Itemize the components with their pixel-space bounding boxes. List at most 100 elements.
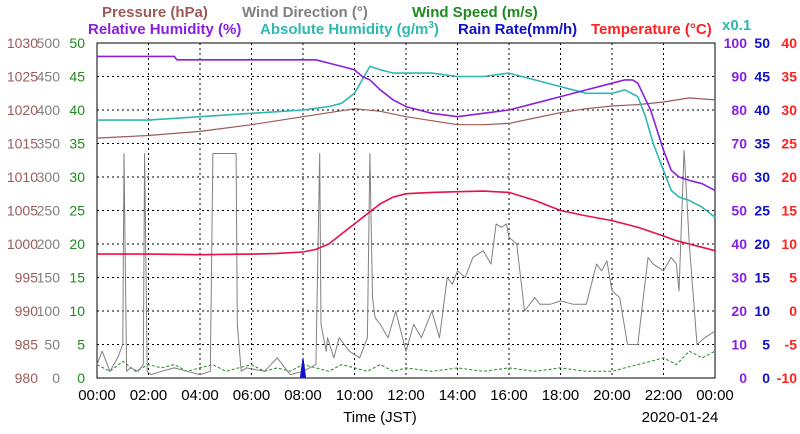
- x-tick-label: 10:00: [336, 387, 374, 404]
- temperature-tick-label: 35: [781, 69, 797, 85]
- humidity-tick-label: 60: [731, 169, 747, 185]
- wind-speed-tick-label: 30: [69, 169, 85, 185]
- temperature-tick-label: -10: [777, 370, 797, 386]
- temperature-tick-label: 5: [789, 270, 797, 286]
- humidity-tick-label: 90: [731, 69, 747, 85]
- legend-wind-speed: Wind Speed (m/s): [412, 4, 538, 21]
- wind-dir-tick-label: 300: [37, 169, 61, 185]
- humidity-tick-label: 30: [731, 270, 747, 286]
- temperature-tick-label: 40: [781, 35, 797, 51]
- wind-dir-tick-label: 100: [37, 303, 61, 319]
- legend-absolute-humidity-prefix: Absolute Humidity (g/m: [260, 21, 428, 38]
- temperature-tick-label: 30: [781, 102, 797, 118]
- rain-tick-label: 5: [762, 337, 770, 353]
- wind-dir-tick-label: 450: [37, 69, 61, 85]
- rain-tick-label: 35: [754, 136, 770, 152]
- rain-tick-label: 40: [754, 102, 770, 118]
- temperature-tick-label: 0: [789, 303, 797, 319]
- series-abs-humidity: [97, 65, 716, 218]
- legend-rain-rate: Rain Rate(mm/h): [458, 21, 577, 38]
- rain-tick-label: 10: [754, 303, 770, 319]
- wind-speed-tick-label: 20: [69, 236, 85, 252]
- temperature-tick-label: 15: [781, 203, 797, 219]
- legend-absolute-humidity-suffix: ): [434, 21, 439, 38]
- x-tick-label: 22:00: [645, 387, 683, 404]
- wind-dir-tick-label: 150: [37, 270, 61, 286]
- legend-temperature: Temperature (°C): [591, 21, 712, 38]
- humidity-tick-label: 40: [731, 236, 747, 252]
- x-tick-label: 04:00: [181, 387, 219, 404]
- wind-dir-tick-label: 0: [52, 370, 60, 386]
- wind-speed-tick-label: 5: [77, 337, 85, 353]
- plot-area: 1030102510201015101010051000995990985980…: [7, 35, 797, 404]
- temperature-tick-label: 25: [781, 136, 797, 152]
- rain-tick-label: 45: [754, 69, 770, 85]
- humidity-tick-label: 100: [724, 35, 748, 51]
- pressure-tick-label: 1010: [7, 169, 38, 185]
- plot-frame: [96, 42, 716, 379]
- humidity-tick-label: 70: [731, 136, 747, 152]
- rain-tick-label: 25: [754, 203, 770, 219]
- pressure-tick-label: 980: [15, 370, 39, 386]
- series-temperature: [97, 190, 716, 256]
- temperature-tick-label: 10: [781, 236, 797, 252]
- x-tick-label: 00:00: [78, 387, 116, 404]
- series-rain-rate: [299, 357, 307, 379]
- humidity-tick-label: 80: [731, 102, 747, 118]
- rain-tick-label: 15: [754, 270, 770, 286]
- wind-dir-tick-label: 500: [37, 35, 61, 51]
- humidity-tick-label: 10: [731, 337, 747, 353]
- wind-speed-tick-label: 15: [69, 270, 85, 286]
- x-tick-label: 16:00: [490, 387, 528, 404]
- x-tick-label: 18:00: [542, 387, 580, 404]
- wind-speed-tick-label: 35: [69, 136, 85, 152]
- rain-scale-label: x0.1: [722, 17, 751, 34]
- pressure-tick-label: 1015: [7, 136, 38, 152]
- wind-speed-tick-label: 10: [69, 303, 85, 319]
- rain-tick-label: 20: [754, 236, 770, 252]
- wind-speed-tick-label: 50: [69, 35, 85, 51]
- pressure-tick-label: 995: [15, 270, 39, 286]
- pressure-tick-label: 1005: [7, 203, 38, 219]
- pressure-tick-label: 985: [15, 337, 39, 353]
- series-wind-speed: [96, 350, 716, 372]
- rain-tick-label: 0: [762, 370, 770, 386]
- legend-absolute-humidity-sup: 3: [428, 20, 434, 31]
- humidity-tick-label: 0: [739, 370, 747, 386]
- legend-relative-humidity: Relative Humidity (%): [88, 21, 241, 38]
- pressure-tick-label: 990: [15, 303, 39, 319]
- x-tick-label: 02:00: [130, 387, 168, 404]
- rain-tick-label: 50: [754, 35, 770, 51]
- wind-speed-tick-label: 45: [69, 69, 85, 85]
- x-tick-label: 08:00: [284, 387, 322, 404]
- wind-dir-tick-label: 350: [37, 136, 61, 152]
- wind-dir-tick-label: 400: [37, 102, 61, 118]
- humidity-tick-label: 50: [731, 203, 747, 219]
- wind-dir-tick-label: 200: [37, 236, 61, 252]
- series-wind-dir: [96, 149, 716, 376]
- x-axis-label: Time (JST): [343, 409, 417, 426]
- date-label: 2020-01-24: [642, 409, 719, 426]
- x-tick-label: 06:00: [233, 387, 271, 404]
- legend-absolute-humidity: Absolute Humidity (g/m3): [260, 20, 439, 38]
- temperature-tick-label: -5: [785, 337, 798, 353]
- x-tick-label: 12:00: [387, 387, 425, 404]
- x-tick-label: 00:00: [696, 387, 734, 404]
- legend-wind-direction: Wind Direction (°): [242, 4, 368, 21]
- series-pressure: [96, 97, 716, 139]
- humidity-tick-label: 20: [731, 303, 747, 319]
- series-humidity: [97, 55, 716, 192]
- wind-speed-tick-label: 0: [77, 370, 85, 386]
- temperature-tick-label: 20: [781, 169, 797, 185]
- rain-tick-label: 30: [754, 169, 770, 185]
- pressure-tick-label: 1020: [7, 102, 38, 118]
- x-tick-label: 20:00: [593, 387, 631, 404]
- pressure-tick-label: 1000: [7, 236, 38, 252]
- pressure-tick-label: 1025: [7, 69, 38, 85]
- wind-speed-tick-label: 40: [69, 102, 85, 118]
- legend-pressure: Pressure (hPa): [102, 4, 208, 21]
- pressure-tick-label: 1030: [7, 35, 38, 51]
- wind-dir-tick-label: 250: [37, 203, 61, 219]
